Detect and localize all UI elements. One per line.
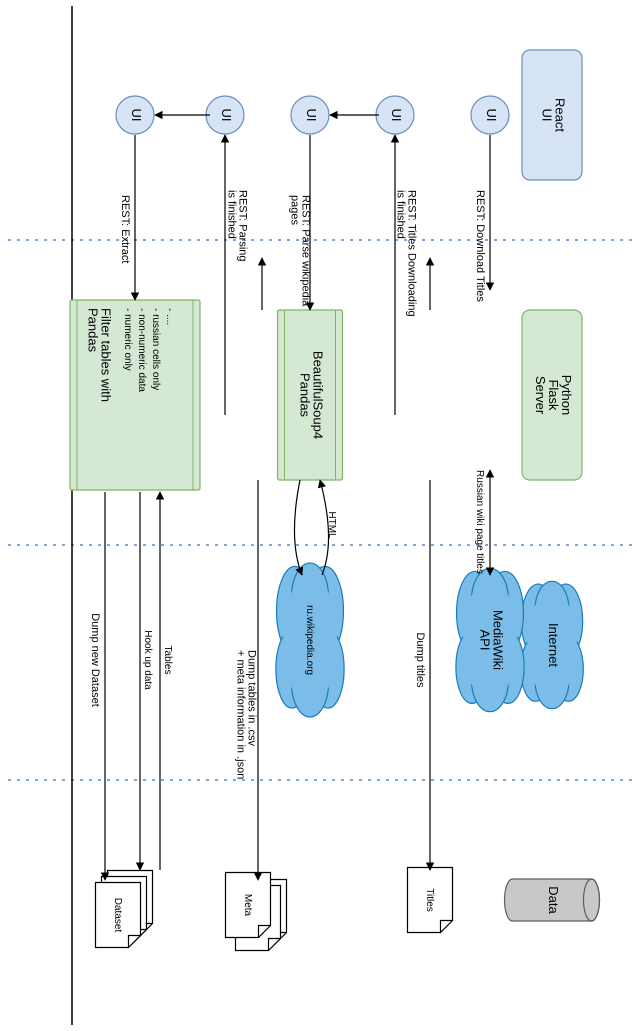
svg-text:REST: Parse wikipediapages: REST: Parse wikipediapages (289, 195, 312, 307)
svg-text:- non-numeric data: - non-numeric data (136, 308, 147, 392)
svg-text:Internet: Internet (546, 623, 561, 667)
svg-text:- ....: - .... (164, 308, 175, 325)
edge-html (294, 480, 302, 575)
diagram-canvas: ReactUIPythonFlaskServerInternetDataUIUI… (0, 0, 640, 1031)
svg-text:Data: Data (546, 886, 561, 914)
svg-text:UI: UI (304, 109, 319, 122)
svg-text:REST: Download Titles: REST: Download Titles (474, 190, 486, 302)
svg-text:Dump new Dataset: Dump new Dataset (89, 613, 101, 707)
svg-text:Hook up data: Hook up data (142, 630, 153, 690)
svg-text:REST: Titles Downloadingis fin: REST: Titles Downloadingis finished (395, 190, 418, 317)
svg-text:- numeric only: - numeric only (122, 308, 133, 371)
svg-text:UI: UI (484, 109, 499, 122)
svg-text:REST: Parsingis finished: REST: Parsingis finished (226, 190, 249, 262)
svg-text:REST: Extract: REST: Extract (119, 195, 131, 263)
svg-text:- russian cells only: - russian cells only (150, 308, 161, 390)
svg-text:Dump tables in .csv+ meta info: Dump tables in .csv+ meta information in… (235, 650, 258, 779)
svg-text:HTML: HTML (326, 511, 337, 539)
svg-text:UI: UI (129, 109, 144, 122)
svg-text:Titles: Titles (424, 888, 435, 912)
svg-text:PythonFlaskServer: PythonFlaskServer (533, 375, 574, 415)
svg-text:UI: UI (219, 109, 234, 122)
svg-text:Tables: Tables (162, 646, 173, 675)
svg-text:Russian wiki page titles: Russian wiki page titles (474, 470, 485, 574)
svg-text:Dump titles: Dump titles (414, 632, 426, 688)
svg-text:UI: UI (389, 109, 404, 122)
svg-text:Meta: Meta (242, 894, 253, 917)
svg-text:ru.wikipedia.org: ru.wikipedia.org (304, 605, 315, 675)
svg-text:Dataset: Dataset (112, 898, 123, 933)
